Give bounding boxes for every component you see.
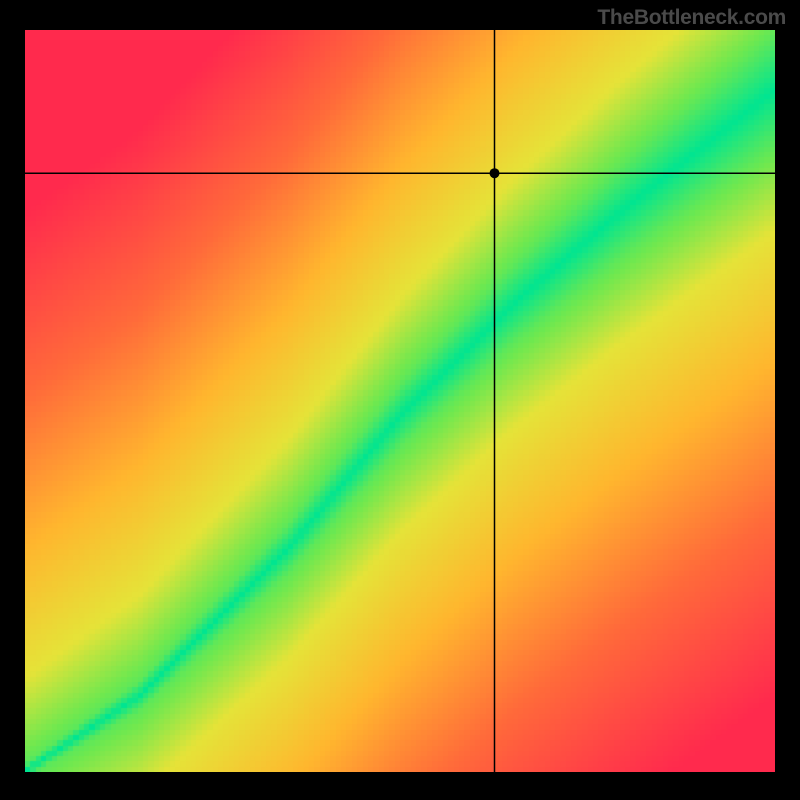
heatmap-canvas	[25, 30, 775, 772]
watermark-text: TheBottleneck.com	[597, 6, 786, 30]
chart-container: TheBottleneck.com	[0, 0, 800, 800]
